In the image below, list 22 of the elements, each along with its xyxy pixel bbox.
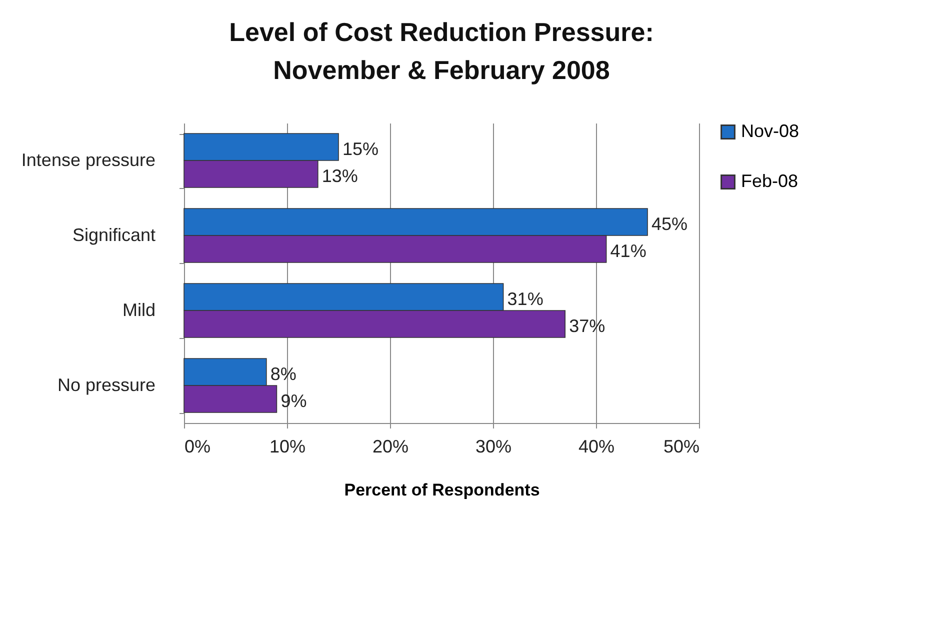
data-label: 45% — [652, 214, 688, 234]
y-tick-label: Significant — [72, 225, 156, 245]
x-tick-label: 40% — [578, 436, 615, 456]
x-tick-label: 50% — [663, 436, 700, 456]
x-tick-label: 20% — [372, 436, 409, 456]
chart-title: Level of Cost Reduction Pressure: November & February 2008 — [229, 17, 654, 85]
legend-label: Feb-08 — [741, 171, 798, 191]
y-tick-label: Intense pressure — [21, 150, 156, 170]
data-label: 37% — [569, 316, 606, 336]
data-label: 31% — [507, 289, 544, 309]
data-label: 15% — [342, 139, 379, 159]
x-tick-label: 30% — [475, 436, 512, 456]
legend-label: Nov-08 — [741, 121, 800, 141]
data-label: 8% — [270, 364, 296, 384]
x-axis-title: Percent of Respondents — [344, 480, 540, 500]
data-label: 9% — [280, 391, 307, 411]
data-label: 13% — [322, 166, 358, 186]
data-label: 41% — [610, 241, 646, 261]
x-tick-label: 0% — [184, 436, 211, 456]
y-tick-label: Mild — [122, 300, 156, 320]
y-tick-label: No pressure — [57, 375, 156, 395]
x-tick-label: 10% — [269, 436, 306, 456]
